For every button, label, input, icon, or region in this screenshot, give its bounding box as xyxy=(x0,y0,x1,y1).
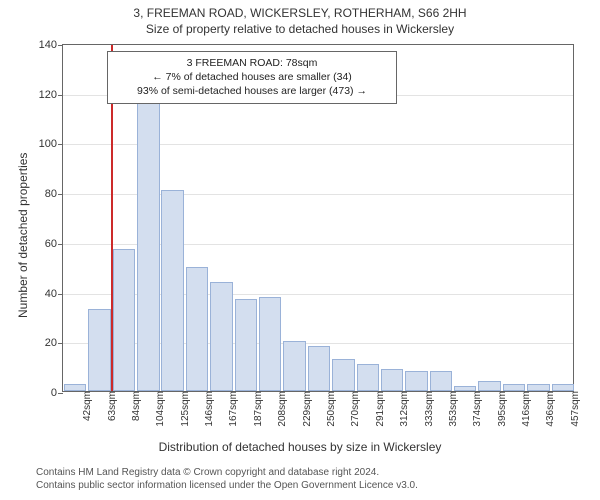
histogram-bar xyxy=(332,359,354,391)
y-axis-label: Number of detached properties xyxy=(16,153,30,318)
x-tick-label: 146sqm xyxy=(200,391,215,427)
x-tick-label: 395sqm xyxy=(493,391,508,427)
histogram-bar xyxy=(186,267,208,391)
x-axis-label: Distribution of detached houses by size … xyxy=(0,440,600,454)
info-box-line2: ← 7% of detached houses are smaller (34) xyxy=(116,70,388,84)
histogram-bar xyxy=(527,384,549,391)
histogram-bar xyxy=(88,309,110,391)
histogram-bar xyxy=(283,341,305,391)
histogram-bar xyxy=(64,384,86,391)
y-tick-mark xyxy=(58,144,63,145)
footer-attribution: Contains HM Land Registry data © Crown c… xyxy=(36,466,418,492)
histogram-bar xyxy=(503,384,525,391)
y-tick-mark xyxy=(58,95,63,96)
property-info-box: 3 FREEMAN ROAD: 78sqm← 7% of detached ho… xyxy=(107,51,397,104)
x-tick-label: 125sqm xyxy=(176,391,191,427)
x-tick-label: 312sqm xyxy=(395,391,410,427)
x-tick-label: 333sqm xyxy=(420,391,435,427)
x-tick-label: 84sqm xyxy=(127,391,142,421)
info-box-line1: 3 FREEMAN ROAD: 78sqm xyxy=(116,56,388,70)
y-tick-mark xyxy=(58,244,63,245)
x-tick-label: 208sqm xyxy=(273,391,288,427)
y-tick-mark xyxy=(58,45,63,46)
x-tick-label: 42sqm xyxy=(78,391,93,421)
histogram-bar xyxy=(308,346,330,391)
y-tick-mark xyxy=(58,194,63,195)
chart-title-line1: 3, FREEMAN ROAD, WICKERSLEY, ROTHERHAM, … xyxy=(0,6,600,20)
info-box-line3: 93% of semi-detached houses are larger (… xyxy=(116,84,388,98)
x-tick-label: 291sqm xyxy=(371,391,386,427)
histogram-bar xyxy=(381,369,403,391)
x-tick-label: 436sqm xyxy=(541,391,556,427)
y-tick-mark xyxy=(58,294,63,295)
x-tick-label: 457sqm xyxy=(566,391,581,427)
footer-line2: Contains public sector information licen… xyxy=(36,479,418,492)
x-tick-label: 63sqm xyxy=(103,391,118,421)
histogram-bar xyxy=(430,371,452,391)
histogram-bar xyxy=(113,249,135,391)
histogram-bar xyxy=(210,282,232,391)
x-tick-label: 187sqm xyxy=(249,391,264,427)
x-tick-label: 250sqm xyxy=(322,391,337,427)
x-tick-label: 270sqm xyxy=(346,391,361,427)
histogram-bar xyxy=(357,364,379,391)
histogram-bar xyxy=(478,381,500,391)
histogram-bar xyxy=(259,297,281,391)
x-tick-label: 167sqm xyxy=(224,391,239,427)
histogram-bar xyxy=(161,190,183,391)
chart-title-line2: Size of property relative to detached ho… xyxy=(0,22,600,36)
y-tick-mark xyxy=(58,393,63,394)
x-tick-label: 353sqm xyxy=(444,391,459,427)
plot-area: 02040608010012014042sqm63sqm84sqm104sqm1… xyxy=(62,44,574,392)
histogram-bar xyxy=(552,384,574,391)
histogram-bar xyxy=(137,100,159,391)
footer-line1: Contains HM Land Registry data © Crown c… xyxy=(36,466,418,479)
histogram-bar xyxy=(405,371,427,391)
x-tick-label: 104sqm xyxy=(151,391,166,427)
x-tick-label: 416sqm xyxy=(517,391,532,427)
x-tick-label: 374sqm xyxy=(468,391,483,427)
x-tick-label: 229sqm xyxy=(298,391,313,427)
histogram-bar xyxy=(235,299,257,391)
y-tick-mark xyxy=(58,343,63,344)
